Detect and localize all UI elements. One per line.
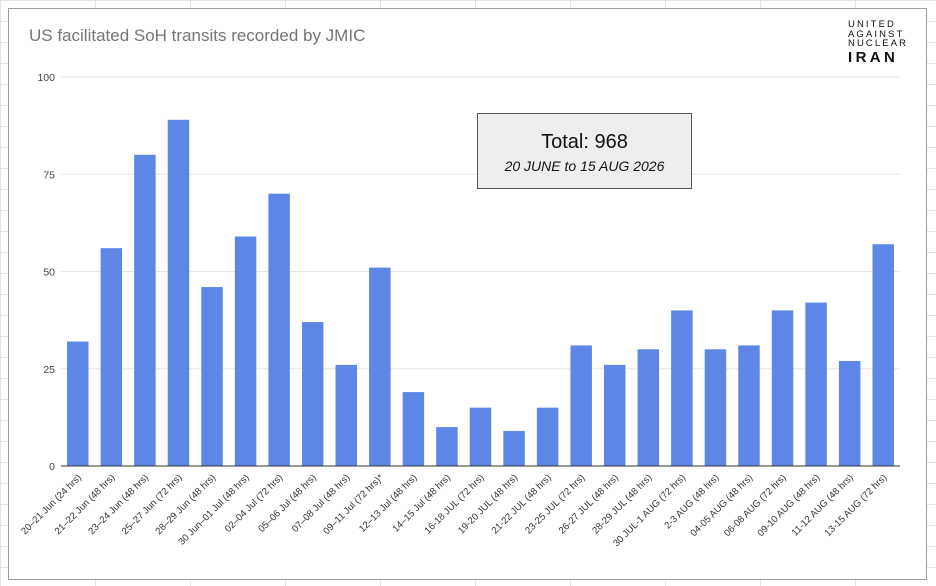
x-tick-label: 04-05 AUG (48 hrs) — [689, 472, 756, 539]
y-tick-label: 75 — [43, 169, 55, 181]
x-tick-label: 21-22 JUL (48 hrs) — [490, 472, 554, 536]
x-tick-label: 12–13 Jul (48 hrs) — [357, 472, 419, 534]
brand-logo: UNITED AGAINST NUCLEAR IRAN — [848, 20, 906, 65]
bar[interactable] — [637, 349, 660, 466]
bar[interactable] — [301, 322, 324, 466]
bar[interactable] — [436, 427, 458, 466]
chart-title: US facilitated SoH transits recorded by … — [29, 26, 366, 45]
bar[interactable] — [604, 364, 626, 466]
bar[interactable] — [671, 310, 693, 466]
bar[interactable] — [570, 345, 592, 466]
x-tick-label: 06-08 AUG (72 hrs) — [722, 472, 789, 539]
bar[interactable] — [167, 119, 190, 466]
y-axis-ticks: 0 25 50 75 100 — [37, 72, 55, 473]
bar[interactable] — [134, 154, 156, 467]
x-tick-label: 02–04 Jul (72 hrs) — [223, 472, 285, 534]
bar[interactable] — [738, 345, 760, 466]
total-date-range: 20 JUNE to 15 AUG 2026 — [504, 158, 665, 174]
y-tick-label: 0 — [49, 461, 55, 473]
bar[interactable] — [838, 360, 861, 466]
bar[interactable] — [234, 236, 257, 466]
x-tick-label: 14–15 Jul (48 hrs) — [391, 472, 453, 534]
y-tick-label: 50 — [43, 267, 55, 279]
x-tick-label: 26-27 JUL (48 hrs) — [557, 472, 621, 536]
bar[interactable] — [268, 193, 290, 466]
x-tick-label: 05–06 Jul (48 hrs) — [256, 472, 318, 534]
x-tick-label: 23-25 JUL (72 hrs) — [523, 472, 587, 536]
x-axis-ticks: 20–21 Jun (24 hrs)21–22 Jun (48 hrs)23–2… — [19, 465, 900, 549]
x-tick-label: 19-20 JUL (48 hrs) — [456, 472, 520, 536]
bar[interactable] — [771, 310, 794, 466]
total-count: Total: 968 — [541, 131, 628, 153]
bar[interactable] — [335, 364, 357, 466]
chart-card[interactable] — [8, 8, 927, 580]
bar[interactable] — [469, 407, 492, 466]
bar[interactable] — [67, 341, 89, 466]
bar[interactable] — [872, 244, 894, 466]
bar[interactable] — [704, 349, 727, 466]
bar[interactable] — [369, 267, 391, 466]
x-tick-label: 09–11 Jul (72 hrs)* — [321, 472, 386, 537]
y-tick-label: 100 — [37, 72, 55, 84]
x-tick-label: 21–22 Jun (48 hrs) — [53, 472, 118, 537]
bar[interactable] — [805, 302, 827, 466]
x-tick-label: 25–27 Jun (72 hrs) — [120, 472, 185, 537]
total-annotation-box: Total: 968 20 JUNE to 15 AUG 2026 — [477, 113, 692, 189]
bar[interactable] — [536, 407, 559, 466]
y-tick-label: 25 — [43, 364, 55, 376]
gridlines — [61, 76, 900, 370]
x-tick-label: 16-18 JUL (72 hrs) — [423, 472, 487, 536]
bars — [67, 119, 894, 467]
x-tick-label: 28–29 Jun (48 hrs) — [153, 472, 218, 537]
logo-line-1: UNITED — [848, 19, 896, 30]
x-tick-label: 20–21 Jun (24 hrs) — [19, 472, 84, 537]
logo-line-2: AGAINST — [848, 28, 905, 40]
x-tick-label: 13-15 AUG (72 hrs) — [823, 472, 890, 539]
x-tick-label: 23–24 Jun (48 hrs) — [86, 472, 151, 537]
x-tick-label: 28-29 JUL (48 hrs) — [590, 472, 654, 536]
logo-line-3: NUCLEAR — [848, 38, 909, 49]
bar[interactable] — [503, 430, 525, 466]
x-tick-label: 07–08 Jul (48 hrs) — [290, 472, 352, 534]
bar[interactable] — [201, 287, 223, 466]
bar[interactable] — [402, 392, 425, 466]
logo-line-4: IRAN — [848, 48, 899, 66]
bar[interactable] — [100, 248, 123, 466]
x-tick-label: 09-10 AUG (48 hrs) — [756, 472, 823, 539]
x-tick-label: 11-12 AUG (48 hrs) — [790, 472, 856, 538]
